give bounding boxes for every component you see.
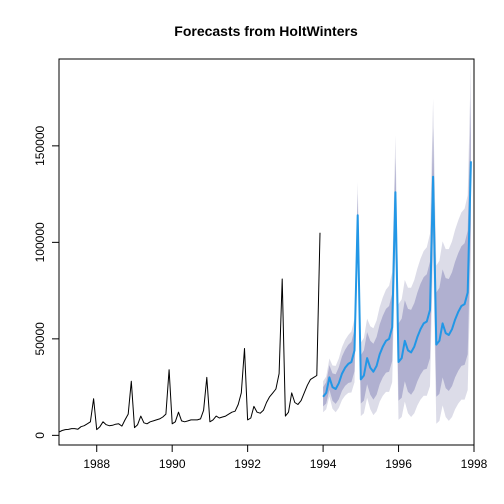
series-lines bbox=[58, 161, 472, 433]
x-tick-label: 1998 bbox=[461, 457, 488, 471]
y-tick-label: 100000 bbox=[33, 222, 47, 262]
x-tick-label: 1994 bbox=[310, 457, 337, 471]
x-tick-label: 1988 bbox=[83, 457, 110, 471]
y-tick-label: 0 bbox=[33, 432, 47, 439]
x-tick-label: 1996 bbox=[385, 457, 412, 471]
forecast-line bbox=[322, 161, 472, 398]
axes: 1988 1990 1992 1994 1996 1998 0 50000 100000 1500… bbox=[33, 126, 488, 471]
x-tick-label: 1992 bbox=[234, 457, 261, 471]
x-tick-label: 1990 bbox=[159, 457, 186, 471]
observed-line bbox=[58, 232, 321, 433]
chart-title: Forecasts from HoltWinters bbox=[174, 23, 358, 39]
y-tick-label: 50000 bbox=[33, 322, 47, 356]
y-tick-label: 150000 bbox=[33, 126, 47, 166]
